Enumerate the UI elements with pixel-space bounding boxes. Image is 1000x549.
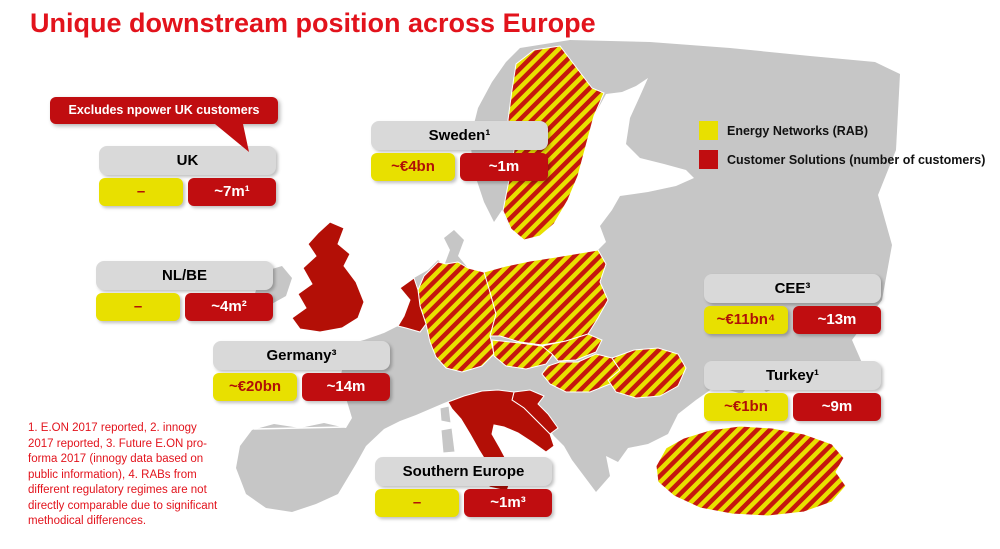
country-values: ~€20bn ~14m	[213, 373, 390, 401]
country-values: ~€1bn ~9m	[704, 393, 881, 421]
country-name: Southern Europe	[375, 457, 552, 486]
callout-germany: Germany³ ~€20bn ~14m	[213, 341, 390, 401]
customers-value: ~7m¹	[188, 178, 276, 206]
rab-value: ~€4bn	[371, 153, 455, 181]
map-country-turkey	[655, 425, 847, 517]
callout-turkey: Turkey¹ ~€1bn ~9m	[704, 361, 881, 421]
map-country-benelux	[397, 277, 427, 333]
rab-value: –	[99, 178, 183, 206]
callout-southern-europe: Southern Europe – ~1m³	[375, 457, 552, 517]
country-values: ~€11bn⁴ ~13m	[704, 306, 881, 334]
customers-value: ~1m	[460, 153, 548, 181]
callout-uk: UK – ~7m¹	[99, 146, 276, 206]
country-values: ~€4bn ~1m	[371, 153, 548, 181]
country-name: CEE³	[704, 274, 881, 303]
footnote-line: different regulatory regimes are not	[28, 484, 207, 496]
rab-value: –	[375, 489, 459, 517]
callout-cee: CEE³ ~€11bn⁴ ~13m	[704, 274, 881, 334]
map-country-romania	[607, 347, 687, 399]
country-name: NL/BE	[96, 261, 273, 290]
map-country-sweden	[502, 45, 605, 241]
country-values: – ~1m³	[375, 489, 552, 517]
legend: Energy Networks (RAB) Customer Solutions…	[699, 121, 985, 179]
legend-row-energy: Energy Networks (RAB)	[699, 121, 985, 140]
footnote-line: directly comparable due to significant	[28, 499, 218, 512]
customer-solutions-label: Customer Solutions (number of customers)	[727, 152, 986, 167]
map-country-uk	[291, 221, 365, 333]
customers-value: ~4m²	[185, 293, 273, 321]
footnote-line: forma 2017 (innogy data based on	[28, 453, 204, 465]
country-values: – ~4m²	[96, 293, 273, 321]
country-name: UK	[99, 146, 276, 175]
map-country-poland	[483, 249, 609, 346]
country-name: Sweden¹	[371, 121, 548, 150]
map-island-corsica	[439, 405, 452, 424]
rab-value: ~€1bn	[704, 393, 788, 421]
energy-networks-label: Energy Networks (RAB)	[727, 123, 868, 138]
legend-row-customers: Customer Solutions (number of customers)	[699, 150, 985, 169]
footnotes: 1. E.ON 2017 reported, 2. innogy 2017 re…	[28, 421, 268, 530]
map-country-italy	[447, 389, 555, 476]
map-border-france-spain	[253, 426, 347, 430]
npower-note: Excludes npower UK customers	[50, 97, 278, 124]
country-name: Germany³	[213, 341, 390, 370]
rab-value: –	[96, 293, 180, 321]
footnote-line: public information), 4. RABs from	[28, 468, 197, 481]
rab-value: ~€20bn	[213, 373, 297, 401]
customer-solutions-swatch-icon	[699, 150, 718, 169]
map-country-slovakia	[540, 333, 603, 362]
customers-value: ~13m	[793, 306, 881, 334]
map-island-sardinia	[440, 427, 456, 454]
rab-value: ~€11bn⁴	[704, 306, 788, 334]
country-values: – ~7m¹	[99, 178, 276, 206]
npower-note-arrow-icon	[215, 124, 249, 152]
page-title: Unique downstream position across Europe	[30, 8, 596, 38]
country-name: Turkey¹	[704, 361, 881, 390]
energy-networks-swatch-icon	[699, 121, 718, 140]
customers-value: ~9m	[793, 393, 881, 421]
customers-value: ~1m³	[464, 489, 552, 517]
footnote-line: 2017 reported, 3. Future E.ON pro-	[28, 437, 207, 450]
callout-sweden: Sweden¹ ~€4bn ~1m	[371, 121, 548, 181]
footnote-line: methodical differences.	[28, 515, 147, 527]
footnote-line: 1. E.ON 2017 reported, 2. innogy	[28, 422, 197, 434]
map-country-czech	[491, 339, 555, 370]
customers-value: ~14m	[302, 373, 390, 401]
callout-nlbe: NL/BE – ~4m²	[96, 261, 273, 321]
